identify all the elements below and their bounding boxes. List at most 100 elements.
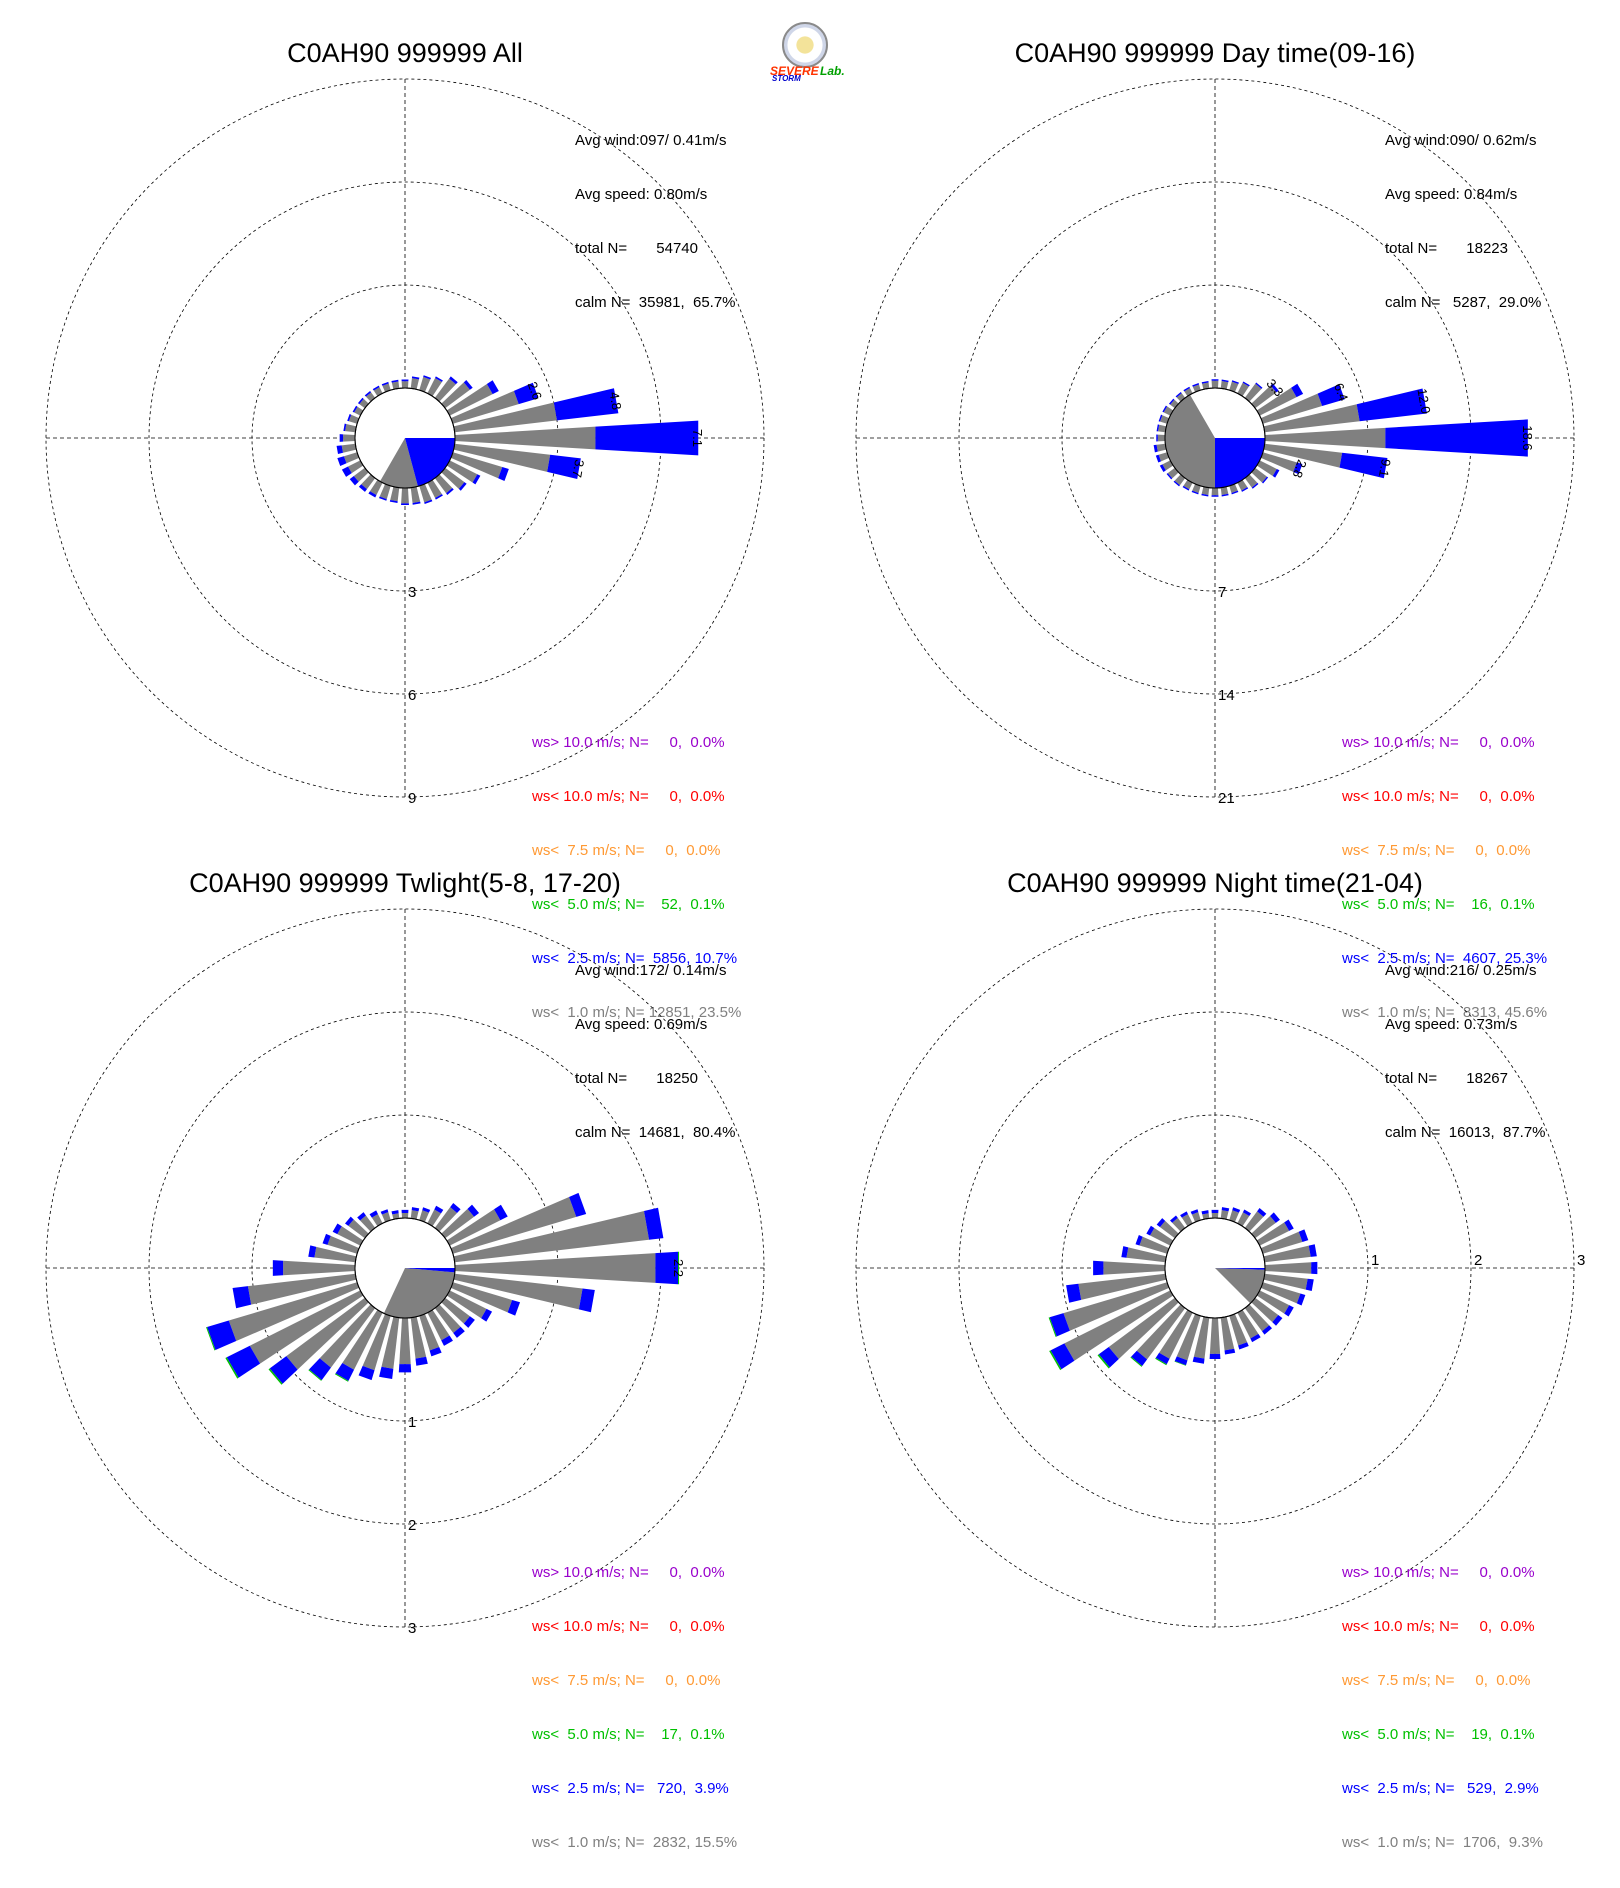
- wind-bar-segment: [1221, 493, 1229, 497]
- wind-bar-segment: [1181, 1214, 1193, 1227]
- wind-bar-segment: [1242, 1209, 1252, 1216]
- wind-bar-segment: [1048, 1317, 1057, 1337]
- panel-title: C0AH90 999999 All: [287, 38, 523, 68]
- speed-legend: ws> 10.0 m/s; N= 0, 0.0% ws< 10.0 m/s; N…: [532, 698, 741, 1058]
- wind-bar-segment: [1238, 1342, 1249, 1350]
- total-n-text: total N= 54740: [575, 240, 698, 257]
- wind-bar-segment: [419, 376, 431, 393]
- wind-bar-segment: [411, 1207, 420, 1212]
- wind-bar-segment: [1168, 398, 1175, 405]
- wind-bar-segment: [1308, 1244, 1317, 1257]
- wind-bar-segment: [1156, 443, 1167, 452]
- speed-legend: ws> 10.0 m/s; N= 0, 0.0% ws< 10.0 m/s; N…: [1342, 1528, 1543, 1888]
- wind-bar-segment: [327, 1235, 360, 1254]
- wind-bar-segment: [372, 385, 380, 391]
- bar-end-label: 18.6: [1520, 425, 1535, 450]
- legend-entry: ws< 2.5 m/s; N= 529, 2.9%: [1342, 1780, 1539, 1797]
- ring-label: 14: [1218, 687, 1235, 704]
- ring-label: 3: [408, 584, 416, 601]
- wind-bar-segment: [1385, 419, 1528, 457]
- wind-bar-segment: [1201, 1210, 1209, 1215]
- wind-bar-segment: [553, 388, 619, 421]
- wind-bar-segment: [336, 445, 344, 454]
- wind-rose-figure: 3 6 9 2.6 4.8 7.1 3.7 C0AH90 999999 All Avg wi…: [45, 22, 1585, 1851]
- avg-wind-text: Avg wind:097/ 0.41m/s: [575, 132, 727, 149]
- total-n-text: total N= 18250: [575, 1070, 698, 1087]
- wind-bar-segment: [343, 452, 360, 464]
- wind-bar-segment: [1174, 474, 1186, 486]
- ring-label: 1: [408, 1414, 416, 1431]
- wind-bar-segment: [1049, 1350, 1062, 1371]
- wind-bar-segment: [1339, 452, 1388, 479]
- wind-bar-segment: [429, 1346, 442, 1357]
- wind-bar-segment: [401, 1209, 409, 1213]
- wind-bar-segment: [1155, 1352, 1170, 1365]
- wind-bar-segment: [434, 1207, 458, 1232]
- bar-end-label: 4.8: [607, 391, 625, 411]
- wind-bar-segment: [335, 1363, 355, 1381]
- wind-bar-segment: [1251, 1297, 1279, 1323]
- calm-pie-gray: [1215, 1268, 1265, 1304]
- wind-bar-segment: [1192, 383, 1200, 387]
- bar-end-label: 9.1: [1376, 458, 1394, 478]
- legend-entry: ws< 1.0 m/s; N= 1706, 9.3%: [1342, 1834, 1543, 1851]
- wind-bar-segment: [453, 443, 551, 472]
- wind-bar-segment: [446, 1290, 487, 1319]
- wind-bar-segment: [446, 488, 454, 495]
- wind-bar-segment: [309, 1358, 331, 1381]
- wind-bar-segment: [1170, 1215, 1178, 1223]
- wind-bar-segment: [450, 452, 503, 479]
- legend-entry: ws> 10.0 m/s; N= 0, 0.0%: [532, 734, 725, 751]
- wind-bar-segment: [1263, 1245, 1311, 1263]
- wind-bar-segment: [1135, 1235, 1143, 1246]
- wind-bar-segment: [1121, 1246, 1129, 1258]
- wind-bar-segment: [1098, 1346, 1119, 1368]
- wind-bar-segment: [1263, 404, 1360, 433]
- wind-bar-segment: [1156, 434, 1158, 442]
- wind-bar-segment: [1311, 1261, 1318, 1275]
- wind-bar-segment: [349, 475, 359, 486]
- calm-pie-gray: [1165, 394, 1215, 488]
- wind-bar-segment: [1158, 452, 1170, 462]
- wind-bar-segment: [1256, 460, 1277, 477]
- wind-bar-segment: [357, 397, 364, 405]
- ring-label: 9: [408, 790, 416, 807]
- ring-label: 1: [1371, 1252, 1379, 1269]
- wind-bar-segment: [410, 378, 419, 390]
- wind-bar-segment: [1256, 1222, 1290, 1246]
- wind-bar-segment: [1272, 468, 1280, 478]
- wind-bar-segment: [352, 405, 358, 413]
- wind-bar-segment: [422, 1207, 431, 1213]
- ring-label: 21: [1218, 790, 1235, 807]
- wind-bar-segment: [1108, 1297, 1179, 1359]
- wind-bar-segment: [1260, 452, 1297, 472]
- wind-bar-segment: [343, 423, 347, 432]
- wind-bar-segment: [1097, 1354, 1110, 1369]
- wind-bar-segment: [379, 496, 387, 501]
- wind-bar-segment: [1317, 384, 1345, 407]
- wind-bar-segment: [453, 1326, 465, 1338]
- wind-bar-segment: [435, 376, 443, 382]
- legend-entry: ws< 10.0 m/s; N= 0, 0.0%: [532, 1618, 725, 1635]
- wind-bar-segment: [225, 1357, 239, 1379]
- wind-bar-segment: [412, 501, 421, 505]
- wind-bar-segment: [1066, 1283, 1082, 1303]
- wind-bar-segment: [1262, 1325, 1273, 1335]
- wind-bar-segment: [1263, 1273, 1308, 1290]
- wind-bar-segment: [1270, 383, 1279, 393]
- bar-end-label: 12.0: [1414, 387, 1433, 415]
- wind-bar-segment: [435, 494, 443, 500]
- wind-bar-segment: [1264, 1262, 1312, 1274]
- wind-bar-segment: [360, 1215, 376, 1232]
- wind-bar-segment: [1160, 415, 1170, 424]
- bar-end-label: 7.1: [690, 429, 705, 447]
- wind-bar-segment: [1191, 490, 1199, 495]
- wind-bar-segment: [1237, 382, 1250, 397]
- bar-end-label: 6.4: [1331, 381, 1351, 403]
- calm-pie-blue: [1215, 438, 1265, 488]
- calm-n-text: calm N= 16013, 87.7%: [1385, 1124, 1546, 1141]
- wind-bar-segment: [1272, 1315, 1283, 1326]
- wind-bar-segment: [1229, 1210, 1239, 1223]
- wind-bar-segment: [427, 479, 442, 499]
